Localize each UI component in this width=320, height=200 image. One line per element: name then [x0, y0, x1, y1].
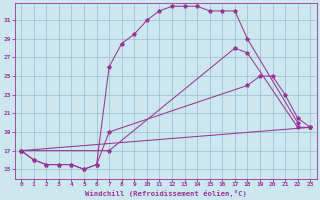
X-axis label: Windchill (Refroidissement éolien,°C): Windchill (Refroidissement éolien,°C) [85, 190, 247, 197]
